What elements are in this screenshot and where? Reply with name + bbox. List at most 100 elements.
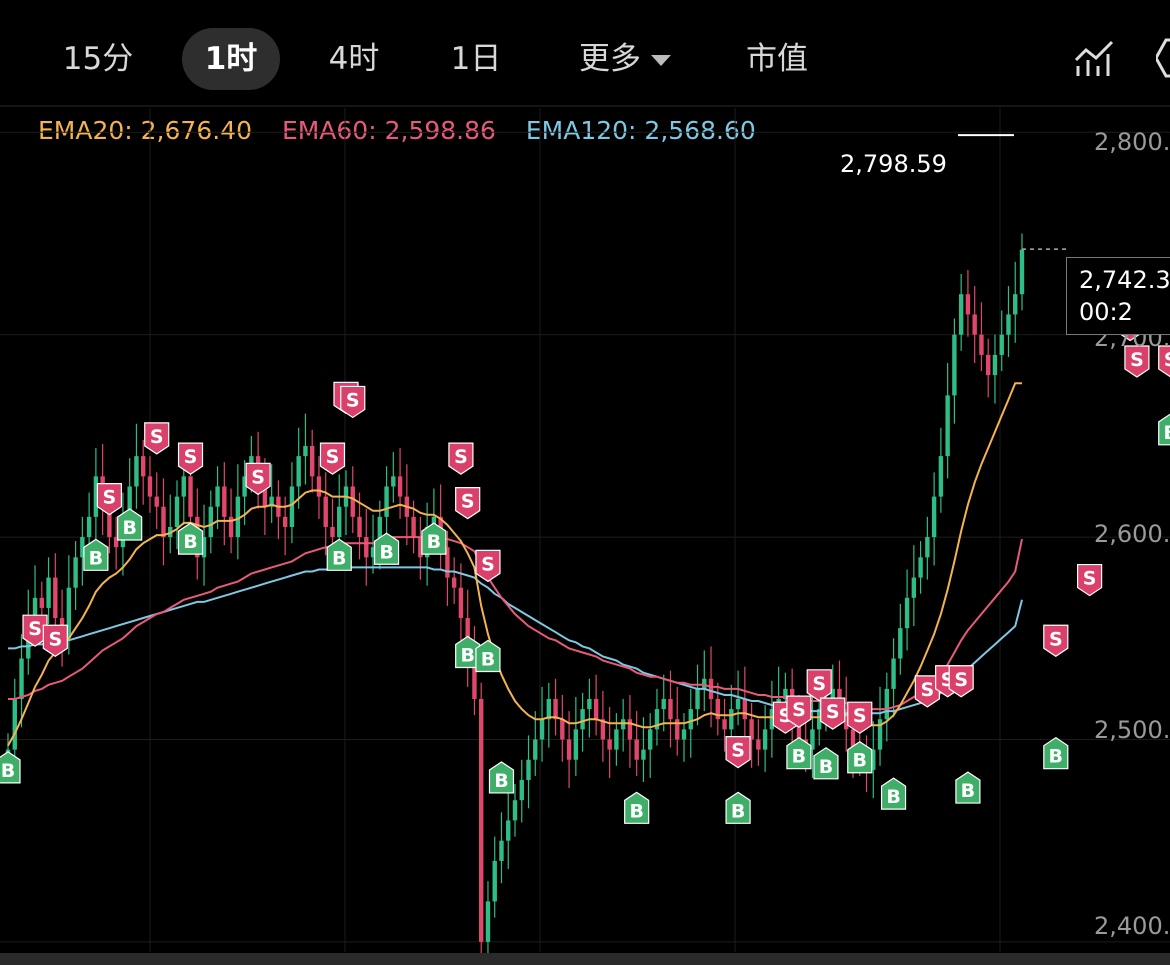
tab-more-dropdown[interactable]: 更多: [560, 28, 690, 90]
buy-marker[interactable]: B: [813, 747, 839, 780]
tab-1hour[interactable]: 1时: [182, 28, 280, 90]
candle[interactable]: [134, 456, 139, 487]
sell-marker[interactable]: S: [725, 736, 751, 769]
candle[interactable]: [323, 496, 328, 527]
candle[interactable]: [681, 729, 687, 740]
candle[interactable]: [384, 486, 389, 517]
candle[interactable]: [141, 456, 146, 477]
candle[interactable]: [391, 476, 396, 487]
candle[interactable]: [587, 699, 592, 710]
candle[interactable]: [668, 699, 673, 720]
buy-marker[interactable]: B: [455, 635, 481, 669]
buy-marker[interactable]: B: [0, 751, 21, 784]
candle[interactable]: [735, 699, 741, 710]
candle[interactable]: [952, 334, 957, 396]
candle[interactable]: [364, 537, 369, 558]
candle[interactable]: [945, 395, 950, 457]
bottom-scroll-bar[interactable]: [0, 953, 1170, 965]
candle[interactable]: [506, 820, 511, 841]
candle[interactable]: [526, 759, 531, 780]
candle[interactable]: [512, 800, 518, 821]
candle[interactable]: [80, 537, 85, 558]
candle[interactable]: [269, 496, 274, 507]
candle[interactable]: [222, 486, 227, 517]
candle[interactable]: [262, 486, 268, 507]
candle[interactable]: [722, 719, 727, 730]
candle[interactable]: [634, 739, 639, 760]
candle[interactable]: [316, 476, 322, 497]
sell-marker[interactable]: S: [455, 487, 481, 520]
candle[interactable]: [992, 354, 998, 376]
buy-marker[interactable]: B: [880, 777, 907, 810]
candle[interactable]: [898, 628, 903, 659]
candle[interactable]: [418, 537, 423, 558]
candle[interactable]: [93, 476, 99, 517]
candle[interactable]: [282, 516, 288, 527]
candle[interactable]: [289, 486, 295, 527]
candle[interactable]: [573, 729, 579, 760]
sell-marker[interactable]: S: [806, 669, 832, 702]
candle[interactable]: [648, 729, 653, 750]
candle[interactable]: [127, 486, 132, 517]
candle[interactable]: [472, 658, 477, 700]
candle[interactable]: [614, 729, 619, 750]
candle[interactable]: [817, 709, 822, 730]
candle[interactable]: [546, 699, 551, 720]
sell-marker[interactable]: S: [319, 442, 346, 475]
buy-marker[interactable]: B: [955, 771, 981, 804]
buy-marker[interactable]: B: [624, 791, 650, 824]
tab-15min[interactable]: 15分: [62, 41, 134, 77]
candle[interactable]: [695, 688, 700, 710]
tab-1day[interactable]: 1日: [450, 41, 502, 77]
candle[interactable]: [925, 537, 930, 558]
sell-marker[interactable]: S: [96, 483, 122, 516]
candle[interactable]: [810, 729, 815, 750]
candle[interactable]: [174, 496, 180, 527]
candle[interactable]: [560, 719, 565, 740]
candle[interactable]: [53, 577, 58, 619]
candle[interactable]: [566, 739, 572, 760]
candle[interactable]: [661, 699, 666, 710]
candle[interactable]: [228, 516, 234, 538]
candle[interactable]: [445, 547, 450, 578]
candle[interactable]: [688, 709, 693, 730]
candle[interactable]: [411, 516, 416, 538]
buy-marker[interactable]: B: [847, 741, 873, 774]
buy-marker[interactable]: B: [177, 522, 204, 555]
sell-marker[interactable]: S: [177, 442, 204, 475]
buy-marker[interactable]: B: [326, 538, 352, 571]
candle[interactable]: [830, 688, 835, 700]
buy-marker[interactable]: B: [373, 532, 400, 565]
candle[interactable]: [593, 699, 599, 720]
candle[interactable]: [931, 496, 937, 538]
candle[interactable]: [188, 476, 193, 517]
candle[interactable]: [499, 840, 504, 861]
candle[interactable]: [911, 577, 917, 598]
candle[interactable]: [539, 719, 545, 740]
candle[interactable]: [729, 709, 734, 730]
candle[interactable]: [208, 506, 213, 538]
candle[interactable]: [627, 719, 633, 740]
candle[interactable]: [641, 749, 646, 760]
buy-marker[interactable]: B: [117, 508, 143, 541]
candle[interactable]: [850, 729, 856, 750]
candle[interactable]: [904, 597, 910, 629]
buy-marker[interactable]: B: [1043, 736, 1069, 770]
candle[interactable]: [19, 658, 24, 700]
sell-marker[interactable]: S: [1077, 563, 1103, 597]
candle[interactable]: [397, 476, 403, 497]
candle[interactable]: [580, 709, 585, 730]
candle[interactable]: [431, 516, 437, 527]
candle[interactable]: [147, 476, 153, 497]
legend-ema120[interactable]: EMA120: 2,568.60: [525, 116, 756, 145]
candle[interactable]: [999, 334, 1004, 355]
buy-marker[interactable]: B: [421, 522, 447, 555]
candle[interactable]: [451, 577, 457, 588]
candle[interactable]: [533, 739, 538, 760]
candle[interactable]: [979, 334, 984, 355]
candle[interactable]: [553, 699, 558, 720]
candle[interactable]: [769, 709, 775, 730]
candle[interactable]: [235, 496, 241, 538]
candle[interactable]: [479, 699, 484, 942]
indicator-chart-icon[interactable]: [1072, 36, 1116, 80]
